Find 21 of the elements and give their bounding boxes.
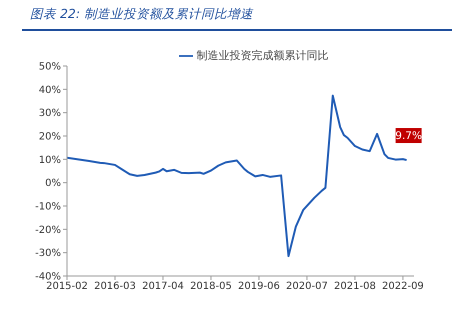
y-tick-label: 10% [38,154,61,166]
x-tick-label: 2016-03 [94,281,136,292]
x-tick-label: 2021-08 [334,281,376,292]
data-label: 9.7% [395,130,422,142]
x-tick-label: 2022-09 [382,281,424,292]
x-tick-label: 2018-05 [190,281,232,292]
x-tick-label: 2017-04 [142,281,184,292]
y-tick-label: -10% [35,202,61,213]
x-tick-label: 2015-02 [46,281,88,292]
x-tick-label: 2020-07 [286,281,328,292]
y-tick-label: 30% [38,108,61,120]
legend-label: 制造业投资完成额累计同比 [196,49,328,62]
y-tick-label: 20% [38,132,61,143]
y-tick-label: 50% [38,62,61,73]
y-tick-label: -30% [35,248,61,260]
x-tick-label: 2019-06 [238,281,280,292]
y-tick-label: 0% [45,178,61,190]
y-tick-label: -20% [35,224,61,236]
chart-title: 图表 22: 制造业投资额及累计同比增速 [30,6,254,23]
y-tick-label: -40% [35,272,61,283]
y-tick-label: 40% [38,84,61,96]
